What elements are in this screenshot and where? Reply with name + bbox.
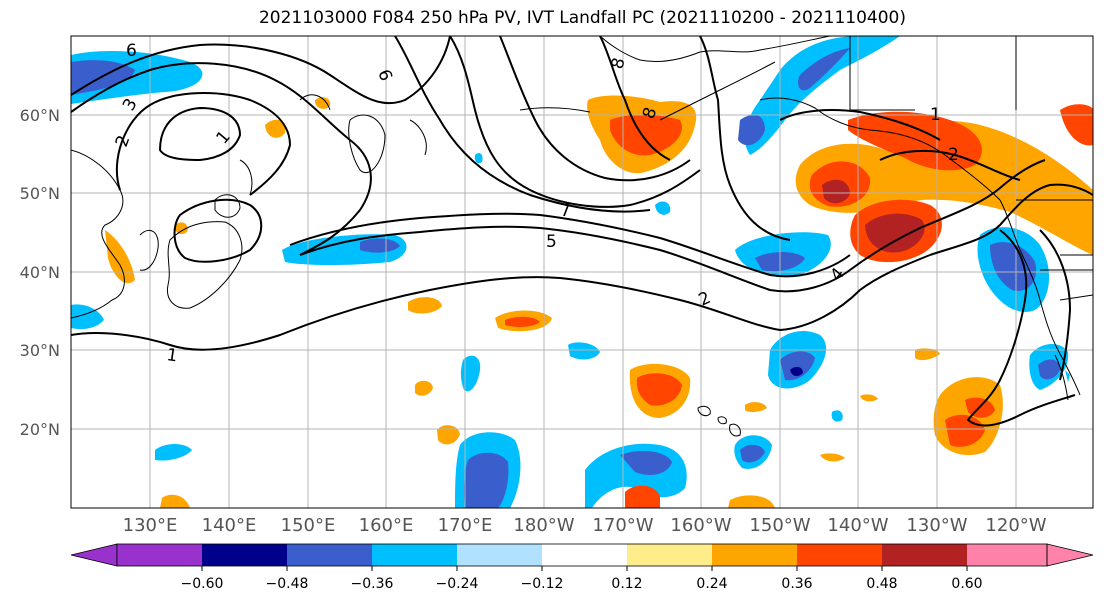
lon-label: 130°E xyxy=(123,515,178,536)
lon-label: 120°W xyxy=(985,515,1046,536)
colorbar-segment xyxy=(882,544,967,566)
colorbar-segment xyxy=(797,544,882,566)
lon-label: 140°E xyxy=(202,515,257,536)
contour-label: 1 xyxy=(165,345,179,366)
graticule xyxy=(71,36,1093,508)
colorbar-extend-high xyxy=(1046,543,1094,567)
colorbar-segment xyxy=(542,544,627,566)
lon-label: 160°E xyxy=(359,515,414,536)
colorbar-tick-label: 0.24 xyxy=(696,576,727,592)
colorbar-segment xyxy=(287,544,372,566)
lon-label: 150°W xyxy=(749,515,810,536)
latitude-labels: 60°N 50°N 40°N 30°N 20°N xyxy=(20,106,60,439)
plot-area: 6 6 3 2 1 8 8 7 5 4 2 1 1 2 xyxy=(71,36,1093,508)
lon-label: 180°W xyxy=(513,515,574,536)
pv-contours xyxy=(71,36,1093,427)
contour-label: 2 xyxy=(948,145,959,165)
colorbar-tick-label: −0.12 xyxy=(521,576,564,592)
contour-label: 1 xyxy=(930,105,941,125)
contour-label: 8 xyxy=(608,56,630,72)
lon-label: 130°W xyxy=(906,515,967,536)
colorbar-segment xyxy=(712,544,797,566)
lat-label: 40°N xyxy=(20,263,60,282)
colorbar: −0.60 −0.48 −0.36 −0.24 −0.12 0.12 0.24 … xyxy=(70,543,1094,592)
contour-label: 7 xyxy=(560,201,571,221)
colorbar-tick-label: 0.48 xyxy=(866,576,897,592)
colorbar-tick-label: 0.12 xyxy=(611,576,642,592)
contour-label: 5 xyxy=(546,232,557,252)
colorbar-segment xyxy=(457,544,542,566)
colorbar-segment xyxy=(967,544,1047,566)
colorbar-tick-label: 0.36 xyxy=(781,576,812,592)
colorbar-tick-label: −0.48 xyxy=(266,576,309,592)
lat-label: 20°N xyxy=(20,420,60,439)
lat-label: 30°N xyxy=(20,341,60,360)
contour-label: 6 xyxy=(126,41,137,61)
colorbar-segment xyxy=(372,544,457,566)
colorbar-tick-label: 0.60 xyxy=(951,576,982,592)
colorbar-ticks xyxy=(201,566,968,571)
colorbar-segment xyxy=(627,544,712,566)
colorbar-tick-label: −0.36 xyxy=(351,576,394,592)
colorbar-extend-low xyxy=(70,543,118,567)
lon-label: 170°W xyxy=(592,515,653,536)
colorbar-segment xyxy=(202,544,287,566)
map-title: 2021103000 F084 250 hPa PV, IVT Landfall… xyxy=(258,8,906,28)
lon-label: 160°W xyxy=(670,515,731,536)
lon-label: 150°E xyxy=(281,515,336,536)
colorbar-tick-label: −0.60 xyxy=(181,576,224,592)
plot-frame xyxy=(70,35,1094,509)
lat-label: 50°N xyxy=(20,184,60,203)
longitude-labels: 130°E 140°E 150°E 160°E 170°E 180°W 170°… xyxy=(123,515,1047,536)
lon-label: 140°W xyxy=(827,515,888,536)
colorbar-tick-label: −0.24 xyxy=(436,576,479,592)
lon-label: 170°E xyxy=(438,515,493,536)
colorbar-segment xyxy=(117,544,202,566)
lat-label: 60°N xyxy=(20,106,60,125)
